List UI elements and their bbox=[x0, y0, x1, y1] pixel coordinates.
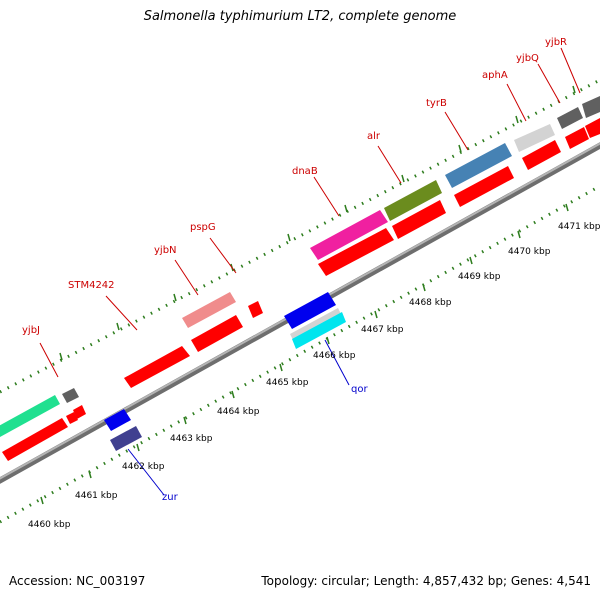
gene-label-alr: alr bbox=[367, 131, 381, 142]
upper-leader-lines bbox=[39, 47, 581, 378]
genome-summary: Topology: circular; Length: 4,857,432 bp… bbox=[261, 574, 591, 588]
upper-genes-inner bbox=[2, 118, 600, 461]
scale-label: 4470 kbp bbox=[508, 247, 551, 257]
gene-qor-blue bbox=[284, 292, 336, 329]
gene-label-STM4242: STM4242 bbox=[68, 280, 115, 291]
gene-red-8 bbox=[392, 200, 446, 239]
gene-red-10 bbox=[522, 140, 561, 170]
scale-label: 4461 kbp bbox=[75, 491, 118, 501]
gene-label-pspG: pspG bbox=[190, 222, 216, 233]
gene-label-aphA: aphA bbox=[482, 70, 508, 81]
scale-label: 4466 kbp bbox=[313, 351, 356, 361]
major-ticks bbox=[40, 203, 569, 505]
scale-label: 4469 kbp bbox=[458, 272, 501, 282]
gene-label-zur: zur bbox=[162, 492, 179, 503]
gene-label-qor: qor bbox=[351, 384, 368, 395]
scale-label: 4464 kbp bbox=[217, 407, 260, 417]
scale-labels: 4460 kbp 4461 kbp 4462 kbp 4463 kbp 4464… bbox=[28, 222, 600, 530]
gene-red-9 bbox=[454, 166, 514, 207]
accession-label: Accession: NC_003197 bbox=[9, 574, 146, 588]
scale-label: 4463 kbp bbox=[170, 434, 213, 444]
lower-gene-labels: zur qor bbox=[162, 384, 368, 503]
scale-label: 4467 kbp bbox=[361, 325, 404, 335]
gene-alr-outer bbox=[384, 180, 442, 221]
gene-yjbJ-outer bbox=[0, 395, 60, 437]
gene-dnaB-outer bbox=[310, 210, 388, 260]
upper-genes-outer bbox=[0, 96, 600, 437]
gene-label-yjbR: yjbR bbox=[545, 37, 567, 48]
gene-zur-navy bbox=[110, 426, 142, 451]
scale-label: 4460 kbp bbox=[28, 520, 71, 530]
gene-yjbR-outer bbox=[582, 96, 600, 118]
gene-red-6 bbox=[248, 301, 263, 318]
gene-qor-cyan bbox=[292, 312, 346, 349]
gene-label-tyrB: tyrB bbox=[426, 98, 447, 109]
gene-small-gray-1 bbox=[62, 388, 79, 403]
upper-gene-labels: yjbJ STM4242 yjbN pspG dnaB alr tyrB aph… bbox=[22, 37, 567, 336]
gene-red-11 bbox=[565, 127, 589, 149]
gene-red-12 bbox=[585, 118, 600, 138]
gene-red-3 bbox=[73, 405, 86, 419]
gene-aphA-outer bbox=[514, 124, 555, 152]
scale-label: 4468 kbp bbox=[409, 298, 452, 308]
scale-label: 4471 kbp bbox=[558, 222, 600, 232]
gene-label-yjbJ: yjbJ bbox=[22, 325, 40, 336]
gene-label-dnaB: dnaB bbox=[292, 166, 318, 177]
gene-tyrB-outer bbox=[445, 143, 512, 188]
gene-yjbQ-outer bbox=[557, 107, 583, 129]
scale-label: 4465 kbp bbox=[266, 378, 309, 388]
map-title: Salmonella typhimurium LT2, complete gen… bbox=[143, 9, 457, 24]
scale-label: 4462 kbp bbox=[122, 462, 165, 472]
gene-label-yjbQ: yjbQ bbox=[516, 53, 539, 64]
gene-red-1 bbox=[2, 418, 68, 461]
lower-tick-track bbox=[0, 184, 600, 524]
upper-major-ticks bbox=[59, 85, 576, 361]
gene-red-2 bbox=[66, 412, 78, 424]
gene-pspG-outer bbox=[182, 292, 236, 328]
gene-red-7 bbox=[318, 228, 394, 276]
lower-genes bbox=[104, 292, 346, 451]
gene-label-yjbN: yjbN bbox=[154, 245, 177, 256]
gene-red-4 bbox=[124, 346, 190, 388]
gene-zur-blue bbox=[104, 409, 131, 431]
lower-leader-lines bbox=[127, 339, 350, 496]
gene-red-5 bbox=[191, 315, 243, 352]
